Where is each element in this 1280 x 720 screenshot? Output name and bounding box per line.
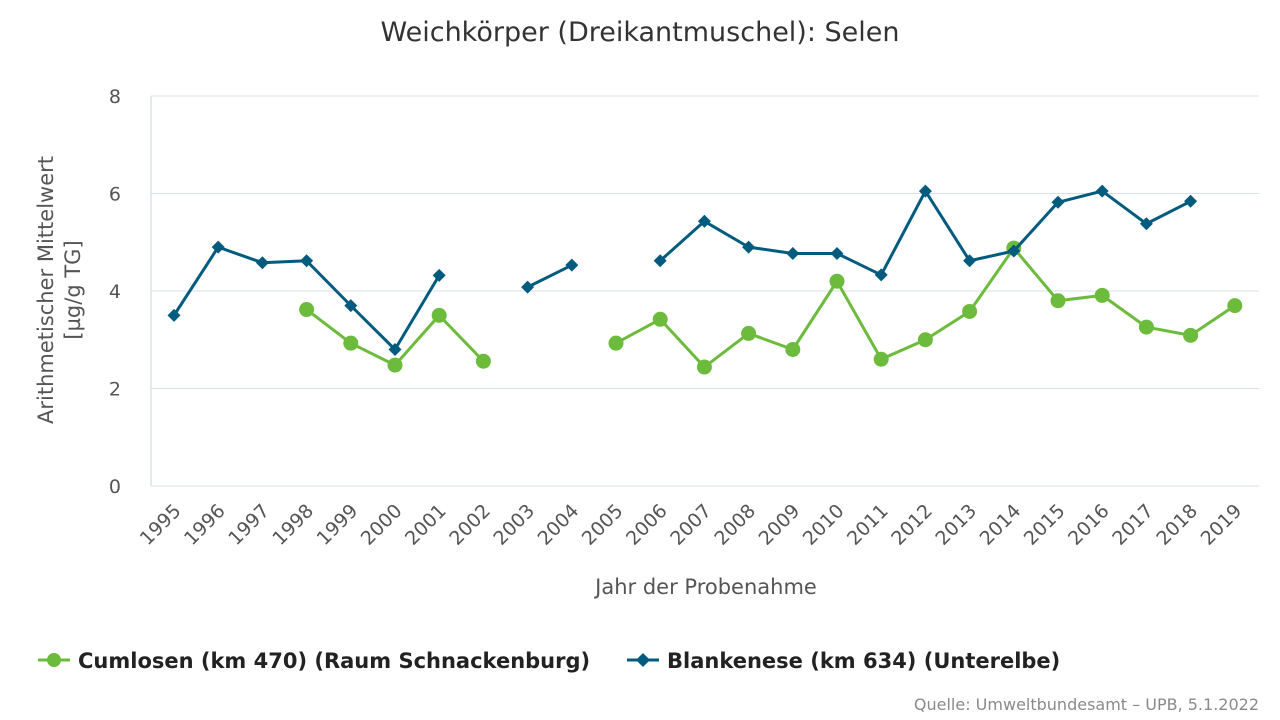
data-point-blankenese-2010[interactable] (830, 246, 844, 260)
legend-item-blankenese[interactable]: Blankenese (km 634) (Unterelbe) (627, 649, 1060, 673)
y-axis-title-line2: [µg/g TG] (61, 240, 85, 339)
x-tick-label: 2003 (489, 500, 539, 550)
data-point-blankenese-2016[interactable] (1095, 184, 1109, 198)
data-point-blankenese-2017[interactable] (1139, 217, 1153, 231)
series-line-blankenese (526, 263, 573, 289)
series-cumlosen (299, 240, 1243, 375)
data-point-blankenese-2000[interactable] (388, 343, 402, 356)
source-note: Quelle: Umweltbundesamt – UPB, 5.1.2022 (914, 695, 1259, 714)
x-tick-label: 2018 (1152, 500, 1202, 550)
grid (150, 95, 1259, 487)
data-point-blankenese-2018[interactable] (1184, 194, 1198, 208)
data-point-blankenese-2003[interactable] (521, 280, 535, 294)
x-tick-label: 2000 (357, 500, 407, 550)
x-axis-title: Jahr der Probenahme (593, 575, 817, 599)
x-tick-label: 1996 (180, 500, 230, 550)
data-point-cumlosen-1999[interactable] (343, 335, 359, 351)
data-point-cumlosen-2001[interactable] (431, 307, 447, 323)
x-tick-label: 2017 (1108, 500, 1158, 550)
x-tick-label: 2002 (445, 500, 495, 550)
x-tick-label: 1997 (224, 500, 274, 550)
data-point-cumlosen-2002[interactable] (475, 353, 491, 369)
data-point-cumlosen-2007[interactable] (696, 359, 712, 375)
series-line-blankenese (659, 189, 1192, 277)
data-point-cumlosen-2010[interactable] (829, 273, 845, 289)
data-point-blankenese-1995[interactable] (167, 308, 181, 322)
x-tick-label: 1995 (136, 500, 186, 550)
legend-label-blankenese: Blankenese (km 634) (Unterelbe) (667, 649, 1060, 673)
legend: Cumlosen (km 470) (Raum Schnackenburg) B… (38, 649, 1060, 673)
legend-label-cumlosen: Cumlosen (km 470) (Raum Schnackenburg) (78, 649, 590, 673)
x-tick-label: 2011 (843, 500, 893, 550)
y-axis-title-line1: Arithmetischer Mittelwert (34, 156, 58, 424)
x-tick-label: 2019 (1197, 500, 1247, 550)
data-point-cumlosen-2011[interactable] (873, 351, 889, 367)
data-point-cumlosen-2012[interactable] (917, 332, 933, 348)
y-tick-label: 0 (109, 476, 121, 498)
data-point-cumlosen-2008[interactable] (741, 325, 757, 341)
series-blankenese (167, 184, 1198, 356)
x-tick-label: 2006 (622, 500, 672, 550)
data-point-blankenese-2015[interactable] (1051, 195, 1065, 209)
data-point-blankenese-1997[interactable] (255, 256, 269, 270)
chart-title: Weichkörper (Dreikantmuschel): Selen (381, 17, 900, 48)
data-point-cumlosen-2009[interactable] (785, 342, 801, 357)
x-tick-label: 2008 (710, 500, 760, 550)
y-axis: 0 2 4 6 8 (109, 86, 121, 498)
data-point-blankenese-2011[interactable] (874, 268, 888, 282)
data-point-cumlosen-2005[interactable] (608, 335, 624, 351)
data-point-blankenese-2012[interactable] (918, 184, 932, 198)
y-tick-label: 8 (109, 86, 121, 108)
data-point-blankenese-1999[interactable] (344, 299, 358, 313)
x-tick-label: 1999 (313, 500, 363, 550)
data-point-cumlosen-2018[interactable] (1183, 327, 1199, 343)
data-point-cumlosen-2015[interactable] (1050, 293, 1066, 309)
x-tick-label: 2014 (976, 500, 1026, 550)
legend-item-cumlosen[interactable]: Cumlosen (km 470) (Raum Schnackenburg) (38, 649, 590, 673)
data-point-cumlosen-2016[interactable] (1094, 287, 1110, 303)
x-tick-label: 2009 (755, 500, 805, 550)
data-point-cumlosen-1998[interactable] (299, 302, 315, 318)
data-point-blankenese-2001[interactable] (432, 268, 446, 282)
x-tick-label: 2016 (1064, 500, 1114, 550)
data-point-cumlosen-2013[interactable] (962, 303, 978, 319)
plot-area (167, 184, 1243, 375)
data-point-blankenese-2007[interactable] (697, 214, 711, 228)
x-tick-label: 2007 (666, 500, 716, 550)
x-axis: 1995199619971998199920002001200220032004… (136, 500, 1247, 550)
data-point-blankenese-2008[interactable] (742, 240, 756, 254)
data-point-blankenese-1998[interactable] (300, 254, 314, 268)
data-point-cumlosen-2006[interactable] (652, 311, 668, 327)
series-line-cumlosen (615, 246, 1236, 369)
y-tick-label: 2 (109, 379, 121, 401)
series-line-cumlosen (305, 308, 485, 367)
legend-marker-cumlosen (47, 653, 61, 667)
data-point-cumlosen-2019[interactable] (1227, 298, 1243, 314)
data-point-blankenese-2013[interactable] (963, 254, 977, 268)
data-point-blankenese-2006[interactable] (653, 254, 667, 268)
data-point-cumlosen-2017[interactable] (1138, 319, 1154, 335)
data-point-blankenese-1996[interactable] (211, 240, 225, 254)
data-point-cumlosen-2000[interactable] (387, 357, 403, 373)
legend-marker-blankenese (636, 653, 650, 667)
y-tick-label: 6 (109, 184, 121, 206)
x-tick-label: 2004 (534, 500, 584, 550)
x-tick-label: 2001 (401, 500, 451, 550)
x-tick-label: 2010 (799, 500, 849, 550)
x-tick-label: 2005 (578, 500, 628, 550)
x-tick-label: 2013 (931, 500, 981, 550)
data-point-blankenese-2014[interactable] (1007, 244, 1021, 258)
x-tick-label: 2015 (1020, 500, 1070, 550)
data-point-blankenese-2009[interactable] (786, 246, 800, 260)
data-point-blankenese-2004[interactable] (565, 258, 579, 272)
x-tick-label: 2012 (887, 500, 937, 550)
y-tick-label: 4 (109, 281, 121, 303)
x-tick-label: 1998 (268, 500, 318, 550)
